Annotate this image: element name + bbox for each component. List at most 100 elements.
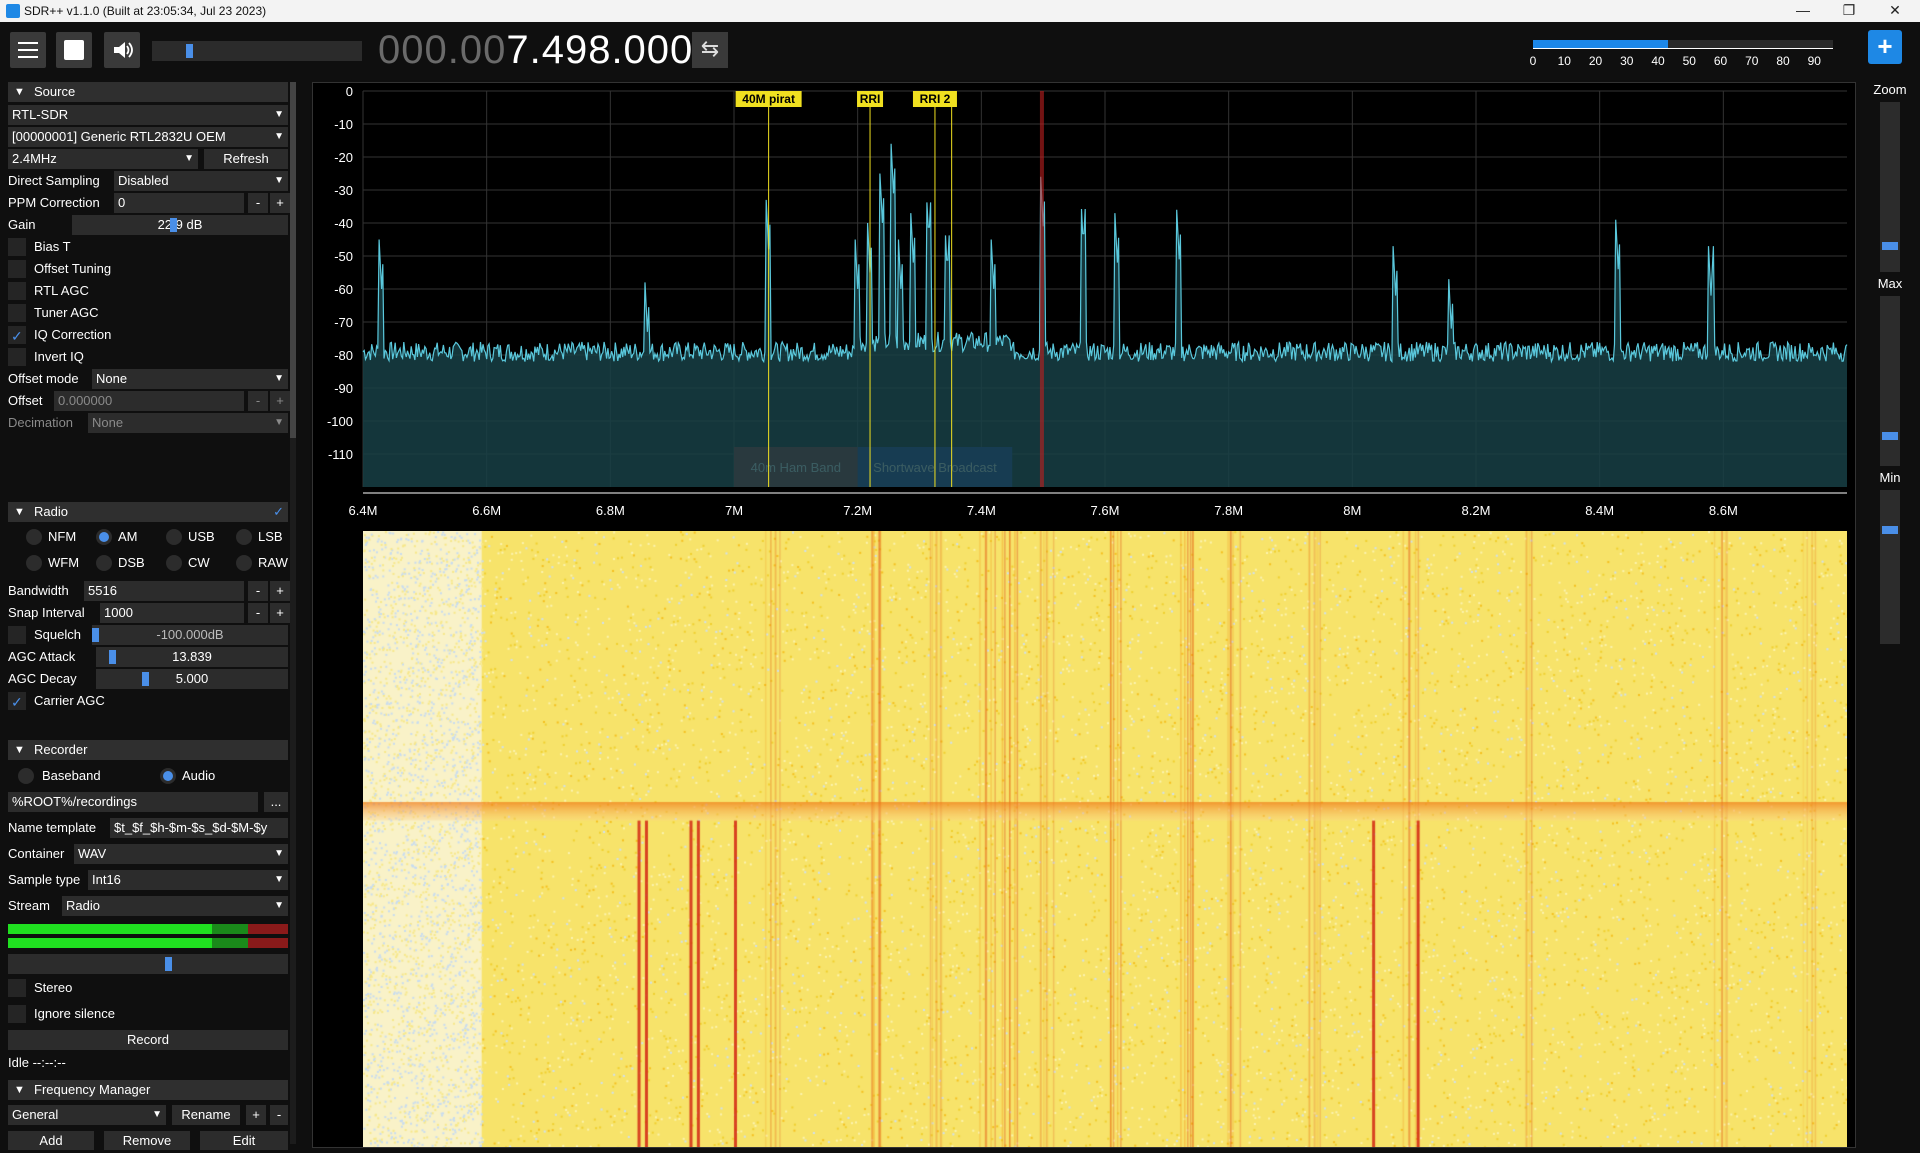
sidebar-scrollbar[interactable] (290, 82, 296, 1144)
name-template-input[interactable]: $t_$f_$h-$m-$s_$d-$M-$y (110, 818, 288, 838)
volume-knob[interactable] (185, 44, 193, 58)
mode-radio-dsb[interactable] (96, 555, 112, 571)
source-header[interactable]: ▼ Source (8, 82, 288, 102)
min-slider-knob[interactable] (1882, 526, 1898, 534)
sdrpp-logo[interactable]: + (1868, 30, 1902, 64)
zoom-label: Zoom (1873, 82, 1907, 97)
source-select[interactable]: RTL-SDR ▼ (8, 105, 288, 125)
offset-minus-button[interactable]: - (248, 391, 268, 411)
samplerate-select[interactable]: 2.4MHz ▼ (8, 149, 198, 169)
mode-radio-am[interactable] (96, 529, 112, 545)
max-label: Max (1877, 276, 1903, 291)
gain-value: 22.9 dB (157, 217, 203, 232)
agc-attack-knob[interactable] (108, 650, 116, 664)
volume-slider[interactable] (152, 41, 362, 61)
frequency-digits[interactable]: 7.498.000 (506, 28, 694, 72)
mode-radio-cw[interactable] (166, 555, 182, 571)
agc-attack-slider[interactable]: 13.839 (96, 647, 288, 667)
agc-decay-slider[interactable]: 5.000 (96, 669, 288, 689)
sample-type-select[interactable]: Int16 ▼ (88, 870, 288, 890)
zoom-slider[interactable] (1880, 102, 1900, 272)
recorder-volume-knob[interactable] (165, 957, 172, 971)
offset-label: Offset (8, 393, 43, 408)
browse-button[interactable]: ... (264, 792, 288, 812)
rename-button[interactable]: Rename (172, 1105, 240, 1125)
offset-plus-button[interactable]: + (270, 391, 290, 411)
add-list-button[interactable]: + (246, 1105, 266, 1125)
ppm-input[interactable]: 0 (114, 193, 244, 213)
recorder-header[interactable]: ▼ Recorder (8, 740, 288, 760)
recording-path-input[interactable]: %ROOT%/recordings (8, 792, 258, 812)
iq-correction-checkbox[interactable] (8, 325, 26, 347)
maximize-button[interactable]: ❐ (1842, 2, 1856, 18)
frequency-manager-header[interactable]: ▼ Frequency Manager (8, 1080, 288, 1100)
waterfall[interactable] (363, 531, 1847, 1147)
audio-radio[interactable] (160, 768, 176, 784)
fft-panel[interactable]: 0 -10 -20 -30 -40 -50 -60 -70 -80 -90 -100 -110 6.4M… (312, 82, 1856, 1148)
snap-minus-button[interactable]: - (248, 603, 268, 623)
close-button[interactable]: ✕ (1889, 2, 1901, 18)
x-tick-label: 8M (1343, 503, 1361, 518)
radio-header[interactable]: ▼ Radio ✓ (8, 502, 288, 522)
direct-sampling-select[interactable]: Disabled ▼ (114, 171, 288, 191)
device-select[interactable]: [00000001] Generic RTL2832U OEM ▼ (8, 127, 288, 147)
zoom-slider-knob[interactable] (1882, 242, 1898, 250)
radio-enabled-check-icon[interactable]: ✓ (273, 504, 284, 519)
edit-bookmark-button[interactable]: Edit (200, 1131, 288, 1150)
agc-decay-knob[interactable] (142, 672, 150, 686)
gain-slider[interactable]: 22.9 dB (72, 215, 288, 235)
tuning-mode-button[interactable]: ⇆ (692, 32, 728, 68)
vfo-marker (1039, 91, 1044, 487)
menu-button[interactable] (10, 32, 46, 68)
mode-radio-usb[interactable] (166, 529, 182, 545)
stream-select[interactable]: Radio ▼ (62, 896, 288, 916)
minimize-button[interactable]: — (1796, 2, 1810, 18)
ppm-minus-button[interactable]: - (248, 193, 268, 213)
spectrum-plot[interactable]: 0 -10 -20 -30 -40 -50 -60 -70 -80 -90 -100 -110 6.4M… (313, 83, 1857, 529)
bandwidth-input[interactable]: 5516 (84, 581, 244, 601)
container-select[interactable]: WAV ▼ (74, 844, 288, 864)
x-tick-label: 6.4M (349, 503, 378, 518)
mode-radio-lsb[interactable] (236, 529, 252, 545)
ppm-plus-button[interactable]: + (270, 193, 290, 213)
bandwidth-minus-button[interactable]: - (248, 581, 268, 601)
mute-button[interactable] (104, 32, 140, 68)
invert-iq-checkbox[interactable] (8, 348, 26, 366)
squelch-slider[interactable]: -100.000dB (92, 625, 288, 645)
gain-slider-knob[interactable] (170, 218, 178, 232)
baseband-radio[interactable] (18, 768, 34, 784)
window-title: SDR++ v1.1.0 (Built at 23:05:34, Jul 23 … (24, 4, 267, 18)
decimation-select[interactable]: None ▼ (88, 413, 288, 433)
add-bookmark-button[interactable]: Add (8, 1131, 94, 1150)
refresh-button[interactable]: Refresh (204, 149, 288, 169)
snap-interval-input[interactable]: 1000 (100, 603, 244, 623)
rtl-agc-checkbox[interactable] (8, 282, 26, 300)
frequency-display[interactable]: 000.007.498.000 (378, 28, 693, 73)
remove-bookmark-button[interactable]: Remove (104, 1131, 190, 1150)
squelch-slider-knob[interactable] (92, 628, 99, 642)
mode-radio-wfm[interactable] (26, 555, 42, 571)
max-slider-knob[interactable] (1882, 432, 1898, 440)
ignore-silence-checkbox[interactable] (8, 1005, 26, 1023)
snap-plus-button[interactable]: + (270, 603, 290, 623)
record-button[interactable]: Record (8, 1030, 288, 1050)
bias-t-checkbox[interactable] (8, 238, 26, 256)
mode-radio-raw[interactable] (236, 555, 252, 571)
offset-mode-select[interactable]: None ▼ (92, 369, 288, 389)
offset-input[interactable]: 0.000000 (54, 391, 244, 411)
frequency-leading-digits[interactable]: 000.00 (378, 28, 507, 72)
bandwidth-plus-button[interactable]: + (270, 581, 290, 601)
mode-radio-nfm[interactable] (26, 529, 42, 545)
recorder-volume-slider[interactable] (8, 954, 288, 974)
max-slider[interactable] (1880, 296, 1900, 466)
stereo-checkbox[interactable] (8, 979, 26, 997)
sidebar-scrollbar-thumb[interactable] (290, 82, 296, 438)
carrier-agc-checkbox[interactable] (8, 691, 26, 713)
stop-button[interactable] (56, 32, 92, 68)
offset-tuning-checkbox[interactable] (8, 260, 26, 278)
remove-list-button[interactable]: - (270, 1105, 288, 1125)
min-slider[interactable] (1880, 490, 1900, 644)
frequency-list-select[interactable]: General ▼ (8, 1105, 166, 1125)
squelch-checkbox[interactable] (8, 626, 26, 644)
tuner-agc-checkbox[interactable] (8, 304, 26, 322)
